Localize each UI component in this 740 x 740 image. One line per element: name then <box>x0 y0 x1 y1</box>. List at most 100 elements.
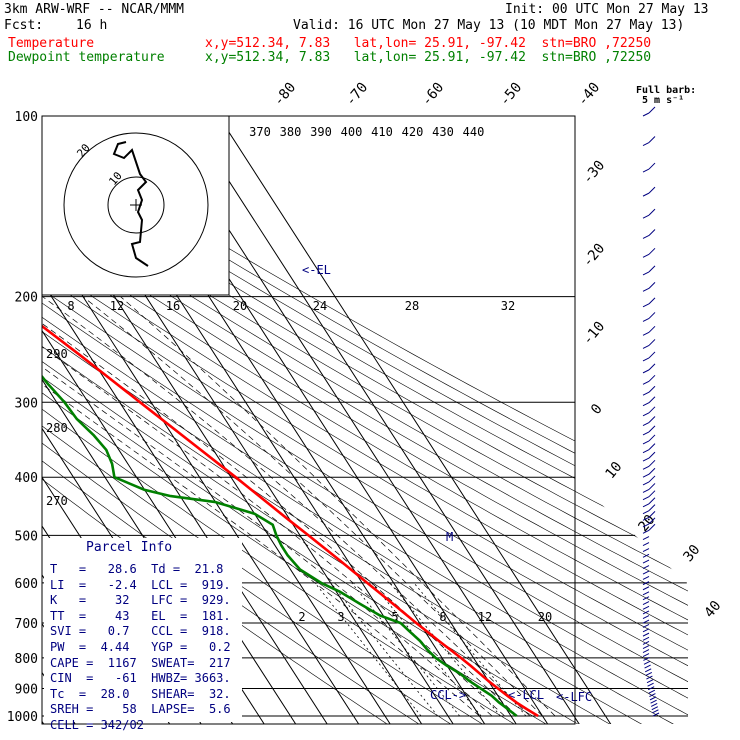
speed-label: 16 <box>166 299 180 313</box>
wind-barb-flag <box>648 374 656 382</box>
wind-barb <box>642 559 650 564</box>
barb-legend-line2: 5 m s⁻¹ <box>642 95 685 106</box>
dry-adiabat <box>42 116 688 724</box>
wind-barb-flag <box>648 297 656 305</box>
wind-barb <box>650 699 657 704</box>
speed-label: 20 <box>233 299 247 313</box>
wind-barb <box>642 402 650 407</box>
parcel-row: PW = 4.44 YGP = 0.2 <box>50 639 231 654</box>
wind-barb <box>652 709 659 714</box>
wind-barb-flag <box>648 186 656 194</box>
wind-barb <box>642 303 650 308</box>
wind-barb <box>646 675 653 680</box>
pressure-tick-label: 1000 <box>7 710 38 725</box>
wind-barb <box>642 596 650 601</box>
wind-barb-flag <box>648 451 656 459</box>
wind-barb <box>642 645 650 650</box>
wind-barb <box>642 192 650 197</box>
mixing-ratio-line <box>351 582 461 717</box>
dry-adiabat <box>42 116 688 724</box>
wind-barb <box>642 632 650 637</box>
wind-barb <box>642 503 650 508</box>
parcel-row: CELL = 342/02 <box>50 717 144 732</box>
isotherm-label: -40 <box>575 80 604 110</box>
mixing-ratio-label: 2 <box>298 610 305 624</box>
wind-barb <box>642 271 650 276</box>
wind-barb-flag <box>648 162 656 170</box>
wind-barb <box>643 656 650 661</box>
wind-barb <box>646 679 654 684</box>
mixing-ratio-label: 8 <box>439 610 446 624</box>
dry-adiabat <box>42 116 555 724</box>
wind-barb <box>642 318 650 322</box>
wind-barb-flag <box>648 467 656 475</box>
annotation-el: <-EL <box>302 263 331 277</box>
fcst-value: 16 h <box>76 18 108 33</box>
plot-frame <box>41 115 576 725</box>
dry-adiabat <box>42 116 688 724</box>
wind-barb-flag <box>648 136 656 143</box>
wind-barb <box>642 369 650 374</box>
annotation-ccl: CCL-> <box>430 688 466 702</box>
wind-barb <box>642 570 650 575</box>
wind-barb-flag <box>648 434 656 442</box>
init-time: Init: 00 UTC Mon 27 May 13 <box>505 2 709 17</box>
temperature-legend-info: x,y=512.34, 7.83 lat,lon= 25.91, -97.42 … <box>205 36 652 51</box>
dry-adiabat <box>42 116 688 724</box>
wind-barb-flag <box>648 497 656 505</box>
fcst-label: Fcst: <box>4 18 44 33</box>
theta-e-label: 380 <box>280 125 302 139</box>
isotherm-label: 40 <box>701 598 724 621</box>
speed-label: 12 <box>110 299 124 313</box>
theta-e-label: 420 <box>402 125 424 139</box>
moist-adiabat <box>120 296 556 717</box>
wind-barb-flag <box>648 265 656 273</box>
hodograph-ring-20 <box>63 132 209 278</box>
wind-barb <box>642 536 650 540</box>
isotherm-label: 0 <box>588 401 606 418</box>
dewpoint-line <box>42 374 518 718</box>
wind-barb <box>645 672 653 676</box>
parcel-row: SVI = 0.7 CCL = 918. <box>50 624 231 639</box>
wind-barb <box>642 481 650 486</box>
wind-barb-flag <box>648 385 656 393</box>
wind-barb <box>642 112 650 117</box>
parcel-row: Tc = 28.0 SHEAR= 32. <box>50 686 231 701</box>
wind-barb <box>642 465 650 470</box>
wind-barb <box>642 529 650 534</box>
temperature-line <box>42 324 539 718</box>
parcel-row: K = 32 LFC = 929. <box>50 593 231 608</box>
wind-barb <box>642 619 650 624</box>
dry-adiabat <box>42 116 688 724</box>
wind-barb-flag <box>648 396 656 404</box>
dry-adiabat <box>42 116 688 724</box>
moist-adiabat <box>42 296 493 717</box>
wind-barb <box>647 682 654 687</box>
wind-barb <box>642 412 650 417</box>
pressure-tick-label: 900 <box>15 683 38 698</box>
dry-adiabat <box>42 116 688 724</box>
speed-label: 8 <box>67 299 74 313</box>
wind-barb <box>642 591 650 596</box>
wind-barb <box>642 601 650 605</box>
dewpoint-legend-info: x,y=512.34, 7.83 lat,lon= 25.91, -97.42 … <box>205 50 652 65</box>
parcel-row: SREH = 58 LAPSE= 5.6 <box>50 702 231 717</box>
wind-barb <box>642 610 650 615</box>
pressure-tick-label: 600 <box>15 577 38 592</box>
wind-barb <box>643 660 651 665</box>
wind-barb-flag <box>648 106 656 114</box>
wind-barb <box>642 653 650 657</box>
wind-barb-flag <box>648 475 656 483</box>
mixing-ratio-label: 5 <box>391 610 398 624</box>
moist-adiabat <box>42 296 518 717</box>
pressure-tick-label: 500 <box>15 529 38 544</box>
wind-barb <box>642 331 650 336</box>
barb-legend: Full barb: 5 m s⁻¹ <box>636 86 696 106</box>
wind-barb-flag <box>648 339 656 346</box>
parcel-row: LI = -2.4 LCL = 919. <box>50 577 231 592</box>
isotherm-label: -70 <box>343 80 372 110</box>
wind-barb-flag <box>648 504 656 512</box>
wind-barb <box>642 431 650 436</box>
